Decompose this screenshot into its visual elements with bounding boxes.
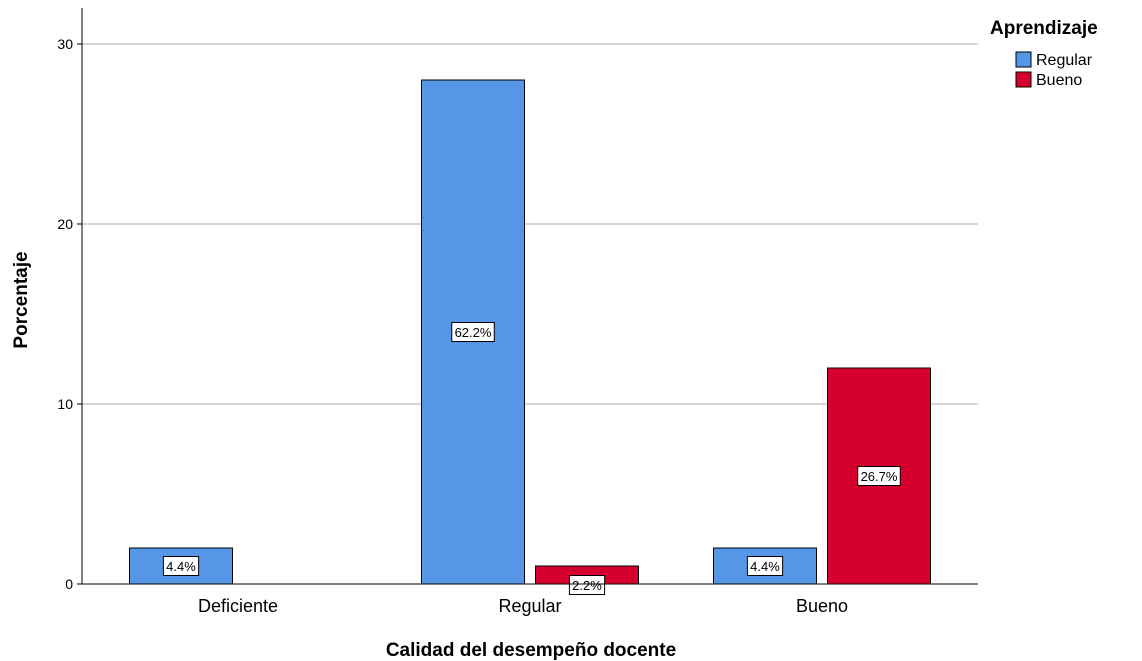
legend-swatch-bueno — [1015, 71, 1032, 88]
bars — [129, 79, 931, 585]
legend-swatch-regular — [1015, 51, 1032, 68]
data-label: 62.2% — [451, 322, 495, 342]
data-label-box — [162, 556, 200, 576]
data-label-text: 4.4% — [750, 559, 780, 574]
legend: Aprendizaje Regular Bueno — [990, 18, 1098, 89]
y-tick-label: 0 — [65, 576, 73, 592]
data-label: 4.4% — [746, 556, 784, 576]
y-tick-label: 20 — [57, 216, 73, 232]
y-axis-title: Porcentaje — [11, 251, 32, 348]
data-label: 2.2% — [568, 575, 606, 595]
data-label-box — [746, 556, 784, 576]
data-label-box — [857, 466, 901, 486]
data-label-text: 62.2% — [455, 325, 492, 340]
data-label-text: 26.7% — [861, 469, 898, 484]
data-label-text: 4.4% — [166, 559, 196, 574]
legend-label-regular: Regular — [1036, 52, 1093, 69]
y-tick-label: 30 — [57, 36, 73, 52]
data-label-text: 2.2% — [572, 578, 602, 593]
gridlines — [82, 43, 978, 405]
data-label-box — [568, 575, 606, 595]
x-tick-label: Regular — [498, 596, 561, 616]
x-axis-title: Calidad del desempeño docente — [386, 640, 676, 661]
legend-title: Aprendizaje — [990, 18, 1098, 39]
data-label: 26.7% — [857, 466, 901, 486]
data-label: 4.4% — [162, 556, 200, 576]
y-tick-label: 10 — [57, 396, 73, 412]
axes: 0 10 20 30 Deficiente Regular Bueno — [57, 8, 978, 616]
data-label-box — [451, 322, 495, 342]
x-tick-label: Deficiente — [198, 596, 278, 616]
data-labels: 4.4% 62.2% 2.2% 4.4% 26.7% — [162, 322, 901, 595]
legend-label-bueno: Bueno — [1036, 72, 1082, 89]
x-tick-label: Bueno — [796, 596, 848, 616]
